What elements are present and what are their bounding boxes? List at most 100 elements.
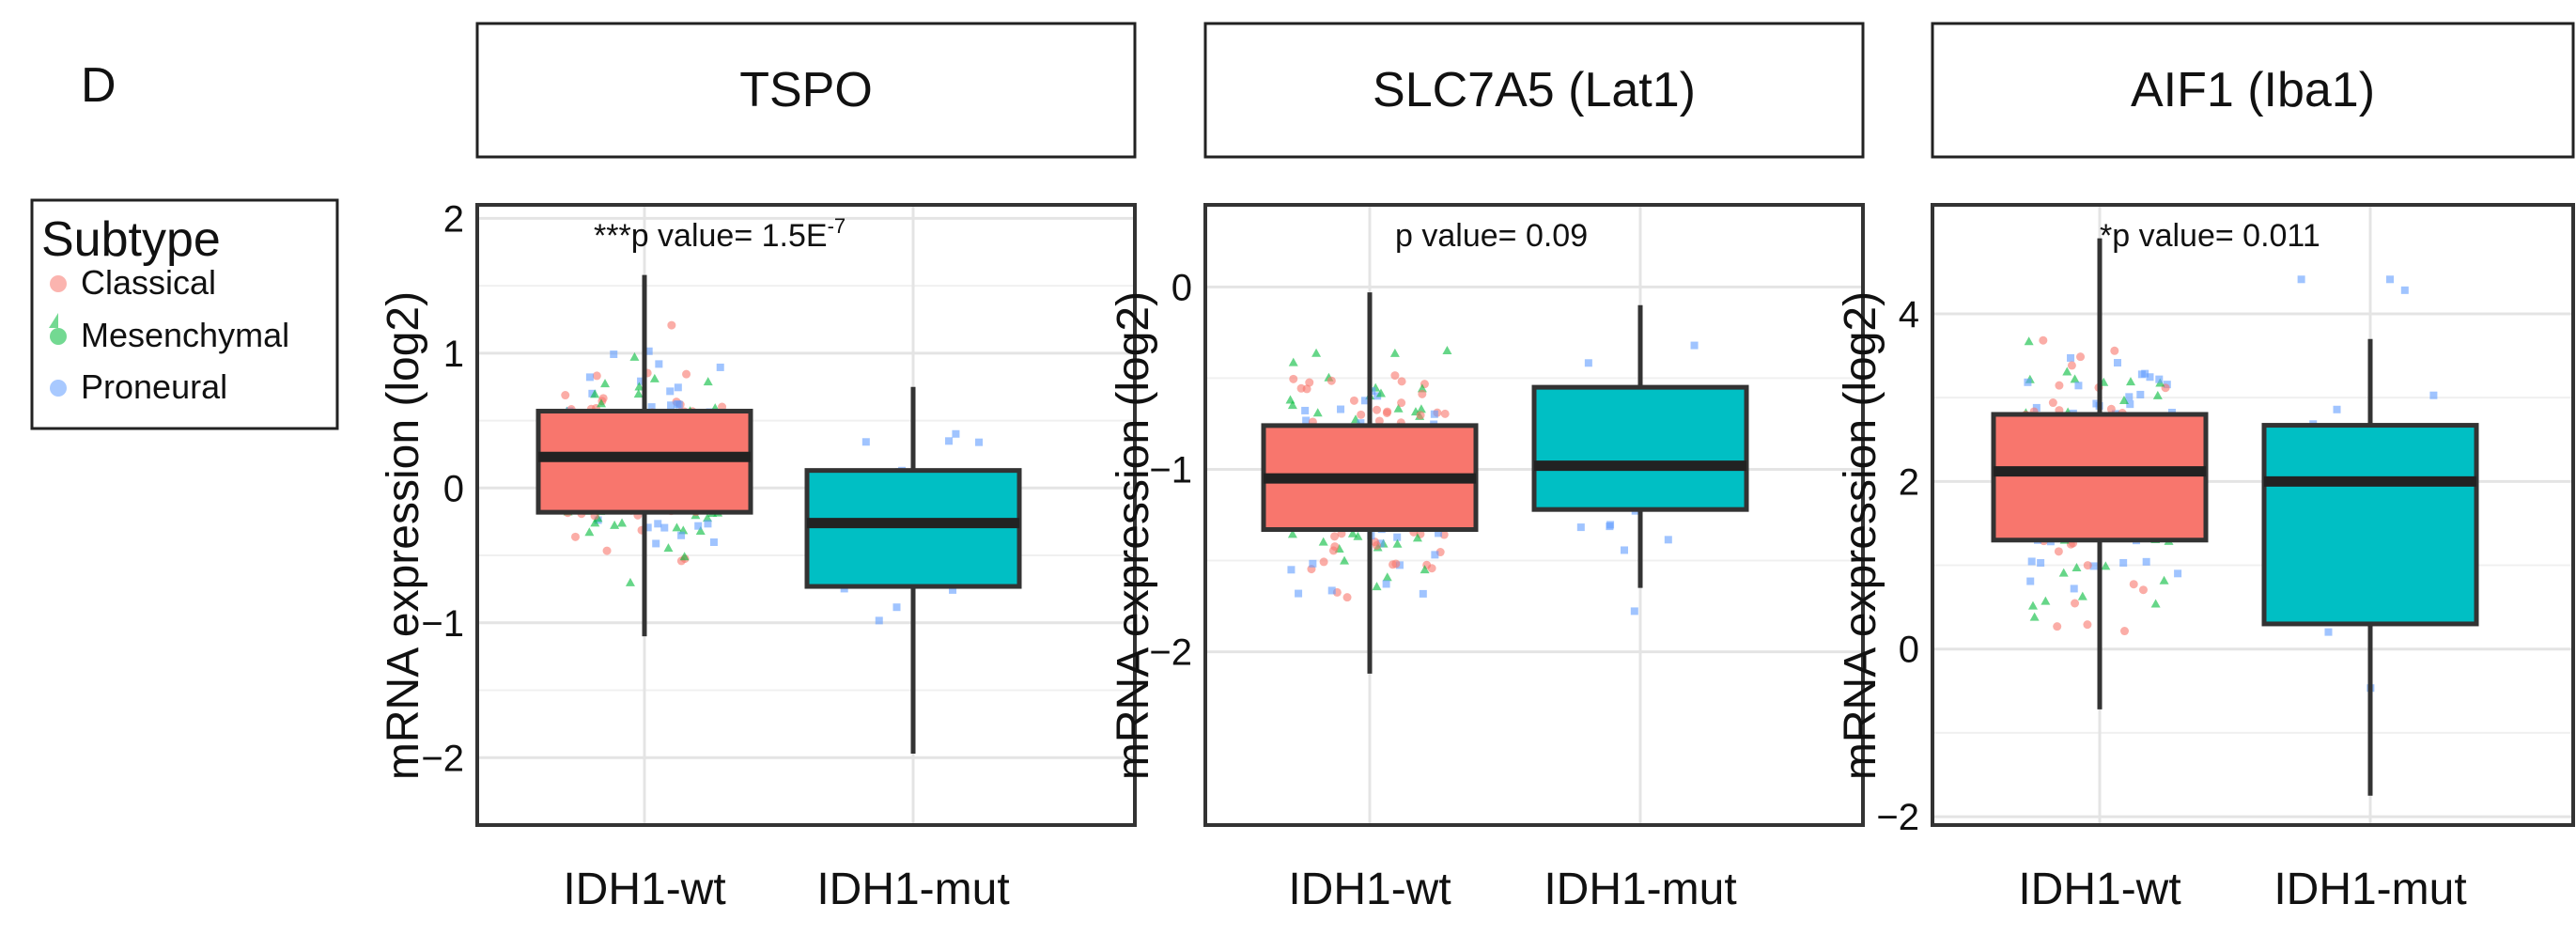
panel-slc7a5: SLC7A5 (Lat1) mRNA expression (log2) −2 −… bbox=[1109, 22, 1865, 914]
data-point-classical bbox=[1374, 416, 1384, 426]
ytick-label: −2 bbox=[1876, 797, 1919, 838]
data-point-proneural bbox=[1287, 566, 1296, 574]
data-point-proneural bbox=[2155, 375, 2164, 383]
legend-title: Subtype bbox=[41, 212, 221, 267]
legend-swatch-mesenchymal-dot bbox=[50, 328, 67, 345]
data-point-proneural bbox=[2400, 286, 2409, 294]
data-point-classical bbox=[1296, 383, 1306, 393]
data-point-mesenchymal bbox=[2125, 377, 2135, 386]
data-point-mesenchymal bbox=[1340, 555, 1350, 565]
data-point-mesenchymal bbox=[2101, 561, 2111, 570]
data-point-proneural bbox=[1309, 559, 1317, 568]
box-wt bbox=[1991, 412, 2209, 543]
data-point-proneural bbox=[1576, 523, 1585, 532]
data-point-proneural bbox=[647, 403, 656, 412]
data-point-proneural bbox=[1584, 359, 1592, 367]
panel-tspo-title-box bbox=[475, 22, 1137, 159]
data-point-proneural bbox=[660, 523, 669, 532]
data-point-classical bbox=[1390, 371, 1400, 381]
data-point-classical bbox=[2048, 398, 2057, 408]
data-point-mesenchymal bbox=[702, 513, 712, 522]
data-point-classical bbox=[2129, 580, 2138, 589]
data-point-proneural bbox=[1690, 341, 1699, 350]
ytick-label: −2 bbox=[1149, 632, 1192, 674]
data-point-classical bbox=[2083, 620, 2092, 630]
panel-aif1-yticks: −2 0 2 4 bbox=[1876, 294, 1919, 838]
data-point-proneural bbox=[675, 400, 683, 409]
data-point-proneural bbox=[1620, 546, 1628, 554]
data-point-proneural bbox=[1606, 521, 1615, 529]
data-point-proneural bbox=[644, 523, 652, 532]
data-point-classical bbox=[1328, 546, 1338, 555]
data-point-proneural bbox=[1430, 410, 1438, 418]
data-point-mesenchymal bbox=[1287, 400, 1297, 410]
data-point-classical bbox=[1391, 559, 1401, 569]
data-point-classical bbox=[1418, 389, 1427, 398]
data-point-proneural bbox=[655, 360, 663, 368]
data-point-proneural bbox=[1393, 533, 1402, 541]
data-point-proneural bbox=[677, 531, 686, 539]
data-point-proneural bbox=[1630, 607, 1638, 616]
data-point-mesenchymal bbox=[695, 525, 706, 535]
data-point-proneural bbox=[2137, 370, 2146, 379]
data-point-proneural bbox=[1382, 580, 1390, 588]
data-point-mesenchymal bbox=[672, 522, 682, 532]
data-point-mesenchymal bbox=[2058, 568, 2069, 577]
panel-aif1-ylabel: mRNA expression (log2) bbox=[1836, 291, 1885, 780]
data-point-mesenchymal bbox=[584, 527, 595, 537]
ytick-label: 4 bbox=[1899, 294, 1919, 335]
panel-slc7a5-xtick-mut: IDH1-mut bbox=[1544, 865, 1736, 914]
panel-slc7a5-boxes bbox=[1261, 292, 1749, 674]
data-point-mesenchymal bbox=[2159, 575, 2169, 584]
data-point-proneural bbox=[2146, 373, 2154, 382]
data-point-proneural bbox=[952, 429, 960, 438]
data-point-proneural bbox=[1327, 586, 1336, 595]
legend-swatch-proneural bbox=[50, 380, 67, 397]
panel-slc7a5-pvalue: p value= 0.09 bbox=[1395, 218, 1588, 254]
data-point-proneural bbox=[892, 603, 901, 612]
panel-slc7a5-ylabel: mRNA expression (log2) bbox=[1109, 291, 1158, 780]
legend-item-mesenchymal: Mesenchymal bbox=[81, 316, 289, 354]
data-point-proneural bbox=[2089, 562, 2098, 570]
panel-aif1-xtick-wt: IDH1-wt bbox=[2018, 865, 2180, 914]
data-point-proneural bbox=[2024, 378, 2032, 386]
data-point-mesenchymal bbox=[1420, 565, 1430, 574]
data-point-proneural bbox=[588, 389, 597, 397]
data-point-classical bbox=[2071, 599, 2080, 608]
data-point-proneural bbox=[694, 522, 703, 530]
data-point-proneural bbox=[2142, 557, 2150, 566]
panel-tspo-boxes bbox=[535, 274, 1022, 754]
data-point-classical bbox=[2138, 585, 2148, 595]
data-point-classical bbox=[667, 320, 676, 330]
data-point-proneural bbox=[2032, 403, 2041, 412]
data-point-proneural bbox=[674, 383, 682, 392]
data-point-classical bbox=[2110, 346, 2119, 355]
data-point-classical bbox=[592, 371, 601, 381]
data-point-mesenchymal bbox=[2029, 612, 2040, 621]
data-point-classical bbox=[2106, 404, 2116, 413]
data-point-proneural bbox=[2037, 559, 2045, 568]
data-point-mesenchymal bbox=[1311, 348, 1322, 357]
data-point-classical bbox=[1397, 398, 1406, 408]
panel-slc7a5-title: SLC7A5 (Lat1) bbox=[1373, 63, 1696, 117]
data-point-mesenchymal bbox=[590, 389, 600, 398]
data-point-proneural bbox=[2070, 584, 2078, 593]
data-point-proneural bbox=[2126, 400, 2134, 409]
data-point-proneural bbox=[716, 363, 724, 371]
legend-item-classical: Classical bbox=[81, 263, 216, 302]
box-mut bbox=[1531, 384, 1749, 512]
data-point-classical bbox=[2083, 561, 2092, 570]
ytick-label: 2 bbox=[443, 198, 464, 240]
data-point-classical bbox=[1397, 377, 1406, 386]
data-point-mesenchymal bbox=[597, 398, 607, 408]
panel-slc7a5-title-box bbox=[1203, 22, 1865, 159]
data-point-mesenchymal bbox=[634, 382, 644, 391]
legend-frame bbox=[30, 198, 339, 430]
ytick-label: −1 bbox=[1149, 449, 1192, 491]
data-point-mesenchymal bbox=[1412, 533, 1422, 542]
data-point-classical bbox=[602, 546, 612, 555]
data-point-classical bbox=[2055, 381, 2064, 390]
data-point-proneural bbox=[861, 438, 870, 446]
data-point-classical bbox=[2076, 352, 2086, 362]
data-point-proneural bbox=[585, 373, 594, 382]
